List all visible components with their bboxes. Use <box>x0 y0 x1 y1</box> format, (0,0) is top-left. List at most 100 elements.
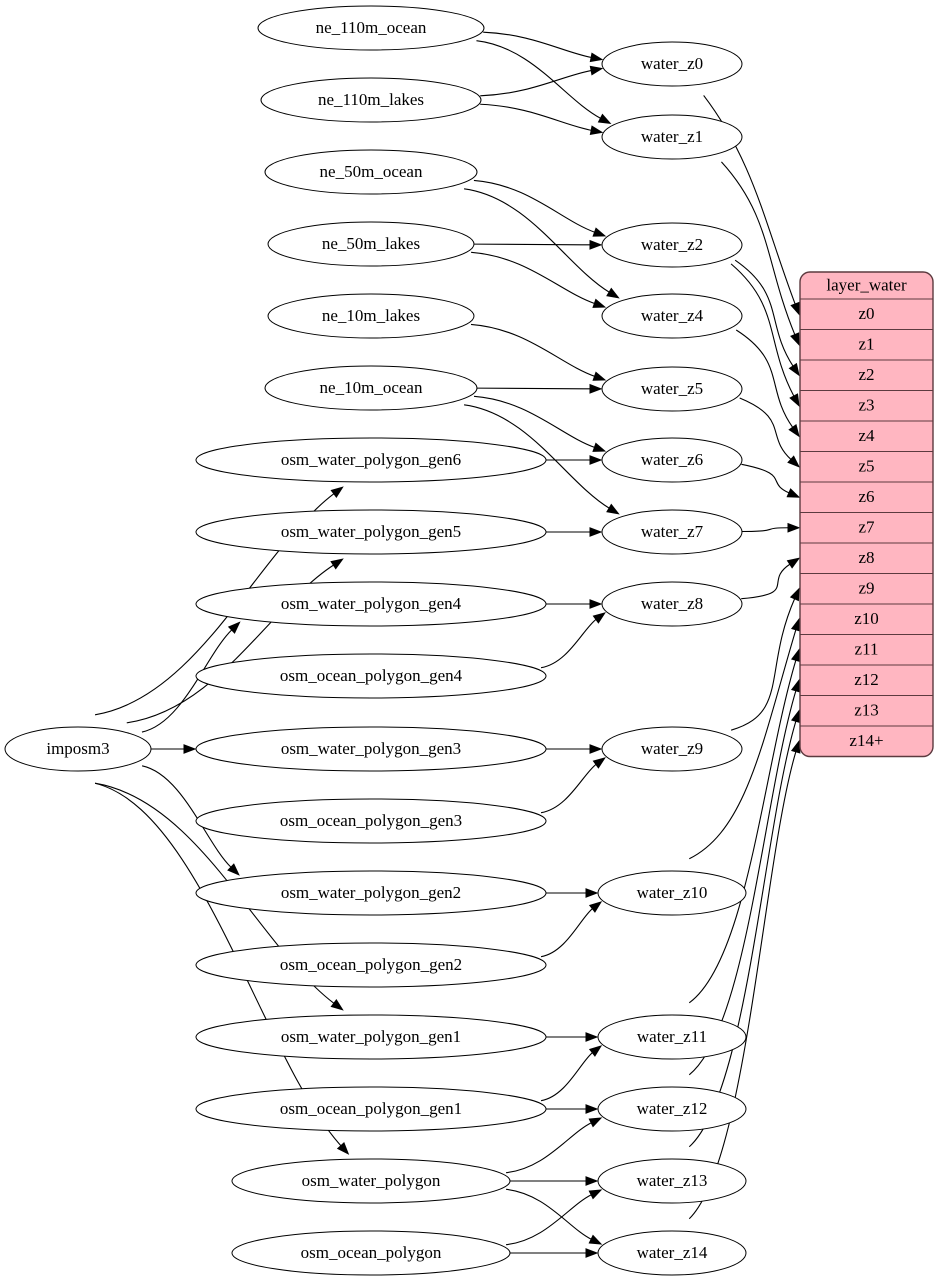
node-osm_water_polygon_gen5[interactable]: osm_water_polygon_gen5 <box>195 509 547 555</box>
node-water_z2[interactable]: water_z2 <box>601 222 743 268</box>
edge-ne_50m_lakes-to-water_z4 <box>471 251 607 308</box>
edge-osm_water_polygon_gen6-to-water_z6 <box>545 455 603 465</box>
node-osm_water_polygon_gen6[interactable]: osm_water_polygon_gen6 <box>195 437 547 483</box>
edge-osm_water_polygon_gen3-to-water_z9 <box>545 744 603 754</box>
node-label: osm_water_polygon <box>302 1171 441 1190</box>
node-osm_water_polygon_gen1[interactable]: osm_water_polygon_gen1 <box>195 1014 547 1060</box>
node-label: osm_ocean_polygon <box>301 1243 442 1262</box>
record-row-z11[interactable]: z11 <box>855 640 879 659</box>
edge-osm_ocean_polygon_gen3-to-water_z9 <box>540 757 606 814</box>
node-label: osm_water_polygon_gen5 <box>281 522 461 541</box>
node-water_z12[interactable]: water_z12 <box>597 1086 747 1132</box>
node-osm_ocean_polygon_gen4[interactable]: osm_ocean_polygon_gen4 <box>195 653 547 699</box>
node-water_z8[interactable]: water_z8 <box>601 581 743 627</box>
record-row-z4[interactable]: z4 <box>858 426 875 445</box>
node-osm_water_polygon_gen4[interactable]: osm_water_polygon_gen4 <box>195 581 547 627</box>
edge-water_z4-to-z4 <box>735 329 800 438</box>
edge-osm_water_polygon-to-water_z12 <box>506 1117 603 1174</box>
edge-ne_10m_ocean-to-water_z6 <box>473 395 607 452</box>
node-label: osm_water_polygon_gen3 <box>281 739 461 758</box>
record-row-z3[interactable]: z3 <box>858 396 874 415</box>
edge-water_z2-to-z2 <box>734 259 800 377</box>
node-imposm3[interactable]: imposm3 <box>4 726 152 772</box>
record-row-z9[interactable]: z9 <box>858 579 874 598</box>
node-osm_ocean_polygon[interactable]: osm_ocean_polygon <box>231 1230 511 1276</box>
record-row-z10[interactable]: z10 <box>854 609 879 628</box>
edge-imposm3-to-osm_water_polygon_gen2 <box>141 765 240 876</box>
node-ne_10m_ocean[interactable]: ne_10m_ocean <box>264 365 478 411</box>
node-osm_water_polygon_gen2[interactable]: osm_water_polygon_gen2 <box>195 870 547 916</box>
edge-ne_110m_lakes-to-water_z0 <box>480 65 604 97</box>
node-layer: imposm3 ne_110m_ocean ne_110m_lakes ne_50m_… <box>4 5 747 1276</box>
record-row-z2[interactable]: z2 <box>858 365 874 384</box>
node-ne_10m_lakes[interactable]: ne_10m_lakes <box>267 293 475 339</box>
edge-osm_ocean_polygon-to-water_z13 <box>506 1189 603 1246</box>
node-ne_110m_lakes[interactable]: ne_110m_lakes <box>260 77 482 123</box>
node-water_z0[interactable]: water_z0 <box>601 41 743 87</box>
node-label: water_z8 <box>641 594 703 613</box>
edge-water_z11-to-z11 <box>688 648 801 1004</box>
node-water_z6[interactable]: water_z6 <box>601 437 743 483</box>
node-osm_ocean_polygon_gen1[interactable]: osm_ocean_polygon_gen1 <box>195 1086 547 1132</box>
node-water_z10[interactable]: water_z10 <box>597 870 747 916</box>
node-ne_50m_lakes[interactable]: ne_50m_lakes <box>267 221 475 267</box>
edge-ne_10m_ocean-to-water_z7 <box>464 404 620 515</box>
edge-ne_50m_ocean-to-water_z2 <box>473 179 607 237</box>
node-osm_ocean_polygon_gen3[interactable]: osm_ocean_polygon_gen3 <box>195 798 547 844</box>
node-label: water_z4 <box>641 306 704 325</box>
node-osm_ocean_polygon_gen2[interactable]: osm_ocean_polygon_gen2 <box>195 942 547 988</box>
edge-water_z2-to-z3 <box>730 263 800 407</box>
node-label: water_z1 <box>641 127 703 146</box>
record-row-z6[interactable]: z6 <box>858 487 874 506</box>
edge-ne_110m_ocean-to-water_z0 <box>483 31 604 63</box>
record-row-z1[interactable]: z1 <box>858 335 874 354</box>
node-water_z14[interactable]: water_z14 <box>597 1230 747 1276</box>
node-osm_water_polygon_gen3[interactable]: osm_water_polygon_gen3 <box>195 726 547 772</box>
edge-imposm3-to-osm_water_polygon_gen4 <box>141 621 241 733</box>
record-row-z12[interactable]: z12 <box>854 670 879 689</box>
node-label: ne_10m_lakes <box>322 306 420 325</box>
node-label: osm_water_polygon_gen4 <box>281 594 462 613</box>
node-water_z13[interactable]: water_z13 <box>597 1158 747 1204</box>
node-label: imposm3 <box>46 739 109 758</box>
node-water_z9[interactable]: water_z9 <box>601 726 743 772</box>
edge-ne_50m_ocean-to-water_z4 <box>464 188 620 299</box>
node-ne_50m_ocean[interactable]: ne_50m_ocean <box>264 149 478 195</box>
edge-water_z13-to-z13 <box>688 709 801 1148</box>
record-title: layer_water <box>826 275 907 294</box>
edge-osm_ocean_polygon-to-water_z14 <box>509 1248 599 1258</box>
edge-osm_water_polygon_gen1-to-water_z11 <box>545 1032 599 1042</box>
edge-water_z9-to-z9 <box>730 587 800 731</box>
node-label: water_z11 <box>637 1027 707 1046</box>
node-water_z7[interactable]: water_z7 <box>601 509 743 555</box>
node-water_z5[interactable]: water_z5 <box>601 366 743 412</box>
node-label: ne_50m_lakes <box>322 234 420 253</box>
edge-osm_water_polygon_gen5-to-water_z7 <box>546 527 603 537</box>
record-row-z13[interactable]: z13 <box>854 701 879 720</box>
edge-layer <box>94 31 801 1258</box>
node-label: osm_ocean_polygon_gen1 <box>280 1099 462 1118</box>
node-label: osm_ocean_polygon_gen3 <box>280 811 462 830</box>
node-label: water_z13 <box>637 1171 708 1190</box>
edge-ne_10m_lakes-to-water_z5 <box>470 323 607 381</box>
record-row-z5[interactable]: z5 <box>858 457 874 476</box>
node-ne_110m_ocean[interactable]: ne_110m_ocean <box>257 5 485 51</box>
node-water_z1[interactable]: water_z1 <box>601 114 743 160</box>
edge-osm_ocean_polygon_gen1-to-water_z12 <box>545 1104 599 1114</box>
edge-ne_110m_lakes-to-water_z1 <box>480 103 604 136</box>
edge-osm_ocean_polygon_gen2-to-water_z10 <box>540 901 603 958</box>
edge-osm_ocean_polygon_gen4-to-water_z8 <box>540 612 606 669</box>
record-row-z14+[interactable]: z14+ <box>849 731 883 750</box>
node-osm_water_polygon[interactable]: osm_water_polygon <box>231 1158 511 1204</box>
edge-osm_water_polygon_gen4-to-water_z8 <box>546 599 603 609</box>
edge-osm_water_polygon_gen2-to-water_z10 <box>545 888 599 898</box>
node-water_z4[interactable]: water_z4 <box>601 293 743 339</box>
record-row-z8[interactable]: z8 <box>858 548 874 567</box>
node-label: water_z10 <box>637 883 708 902</box>
node-water_z11[interactable]: water_z11 <box>597 1014 747 1060</box>
edge-ne_110m_ocean-to-water_z1 <box>476 40 612 125</box>
record-row-z0[interactable]: z0 <box>858 304 874 323</box>
node-label: water_z0 <box>641 54 703 73</box>
record-row-z7[interactable]: z7 <box>858 518 875 537</box>
edge-water_z0-to-z0 <box>703 95 800 316</box>
